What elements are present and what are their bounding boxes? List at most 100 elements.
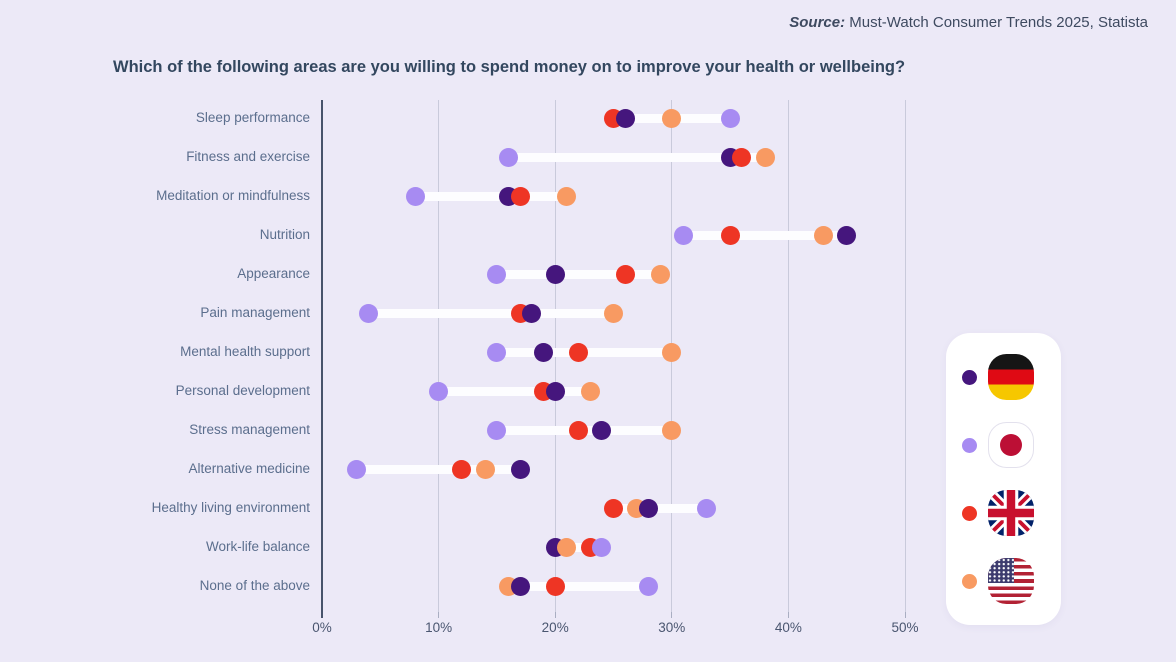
category-label: Stress management [189,422,310,437]
data-dot-united-states [755,147,775,167]
data-dot-japan [429,381,449,401]
chart-title: Which of the following areas are you wil… [113,58,906,76]
data-dot-united-states [557,186,577,206]
usa-flag-icon [988,558,1034,604]
legend-item-germany [946,354,1061,400]
category-label: Sleep performance [195,110,310,125]
data-dot-united-kingdom [732,147,752,167]
category-label: Healthy living environment [151,500,310,515]
data-dot-japan [499,147,519,167]
data-dot-japan [405,186,425,206]
x-axis-tick [321,612,323,618]
data-dot-germany [638,498,658,518]
legend-item-uk [946,490,1061,536]
x-tick-label: 0% [312,620,332,635]
gridline [787,100,789,612]
category-label: Alternative medicine [188,461,310,476]
data-dot-japan [487,342,507,362]
data-dot-united-kingdom [510,186,530,206]
data-dot-united-kingdom [615,264,635,284]
data-dot-japan [673,225,693,245]
chart-legend [946,333,1061,625]
x-tick-label: 20% [541,620,569,635]
data-dot-united-kingdom [545,576,565,596]
data-dot-japan [347,459,367,479]
data-dot-japan [359,303,379,323]
data-dot-united-kingdom [720,225,740,245]
x-tick-label: 40% [774,620,802,635]
data-dot-united-states [580,381,600,401]
legend-item-japan [946,422,1061,468]
uk-flag-icon [988,490,1034,536]
category-label: Fitness and exercise [186,149,310,164]
data-dot-united-states [604,303,623,323]
range-bar [368,308,614,318]
gridline [904,100,906,612]
data-dot-united-states [475,459,495,479]
range-bar [415,191,567,201]
category-label: Meditation or mindfulness [156,188,310,203]
data-dot-united-states [662,108,682,128]
data-dot-united-states [813,225,833,245]
range-bar [438,386,591,396]
x-axis-tick [904,612,906,618]
usa-series-dot [962,573,977,589]
data-dot-united-states [650,264,670,284]
data-dot-germany [534,342,554,362]
data-dot-germany [545,381,565,401]
data-dot-united-states [557,537,577,557]
data-dot-germany [615,108,635,128]
category-label: Appearance [237,266,310,281]
source-line: Source: Must-Watch Consumer Trends 2025,… [789,14,1148,31]
x-tick-label: 10% [425,620,453,635]
category-label: Nutrition [259,227,310,242]
gridline [438,100,440,612]
data-dot-japan [697,498,717,518]
data-dot-japan [720,108,740,128]
range-bar [555,542,602,552]
data-dot-germany [522,303,542,323]
japan-flag-icon [988,422,1034,468]
data-dot-japan [638,576,658,596]
data-dot-germany [545,264,565,284]
data-dot-united-states [662,420,682,440]
x-tick-label: 50% [891,620,919,635]
category-label: Personal development [175,383,310,398]
data-dot-united-kingdom [569,342,589,362]
category-label: Work-life balance [205,539,310,554]
uk-series-dot [962,505,977,521]
data-dot-germany [592,420,612,440]
data-dot-germany [510,459,530,479]
x-axis-tick [671,612,673,618]
japan-series-dot [962,437,977,453]
category-label: None of the above [199,578,310,593]
data-dot-united-kingdom [604,498,623,518]
japan-flag-sun [1000,434,1022,456]
data-dot-germany [510,576,530,596]
y-axis-line [321,100,323,612]
range-bar [496,269,661,279]
category-label: Mental health support [180,344,310,359]
germany-series-dot [962,369,977,385]
legend-item-usa [946,558,1061,604]
germany-flag-icon [988,354,1034,400]
source-label: Source: [789,14,846,31]
data-dot-united-states [662,342,682,362]
x-axis-tick [554,612,556,618]
range-bar [683,230,847,240]
data-dot-germany [837,225,857,245]
x-axis-tick [438,612,440,618]
source-text: Must-Watch Consumer Trends 2025, Statist… [845,14,1148,31]
range-bar [508,152,766,162]
x-tick-label: 30% [658,620,686,635]
range-bar [508,581,649,591]
data-dot-japan [487,264,507,284]
category-label: Pain management [200,305,310,320]
range-bar [613,503,707,513]
data-dot-japan [592,537,612,557]
usa-flag-canton [988,558,1014,583]
data-dot-japan [487,420,507,440]
data-dot-united-kingdom [452,459,472,479]
x-axis-tick [787,612,789,618]
